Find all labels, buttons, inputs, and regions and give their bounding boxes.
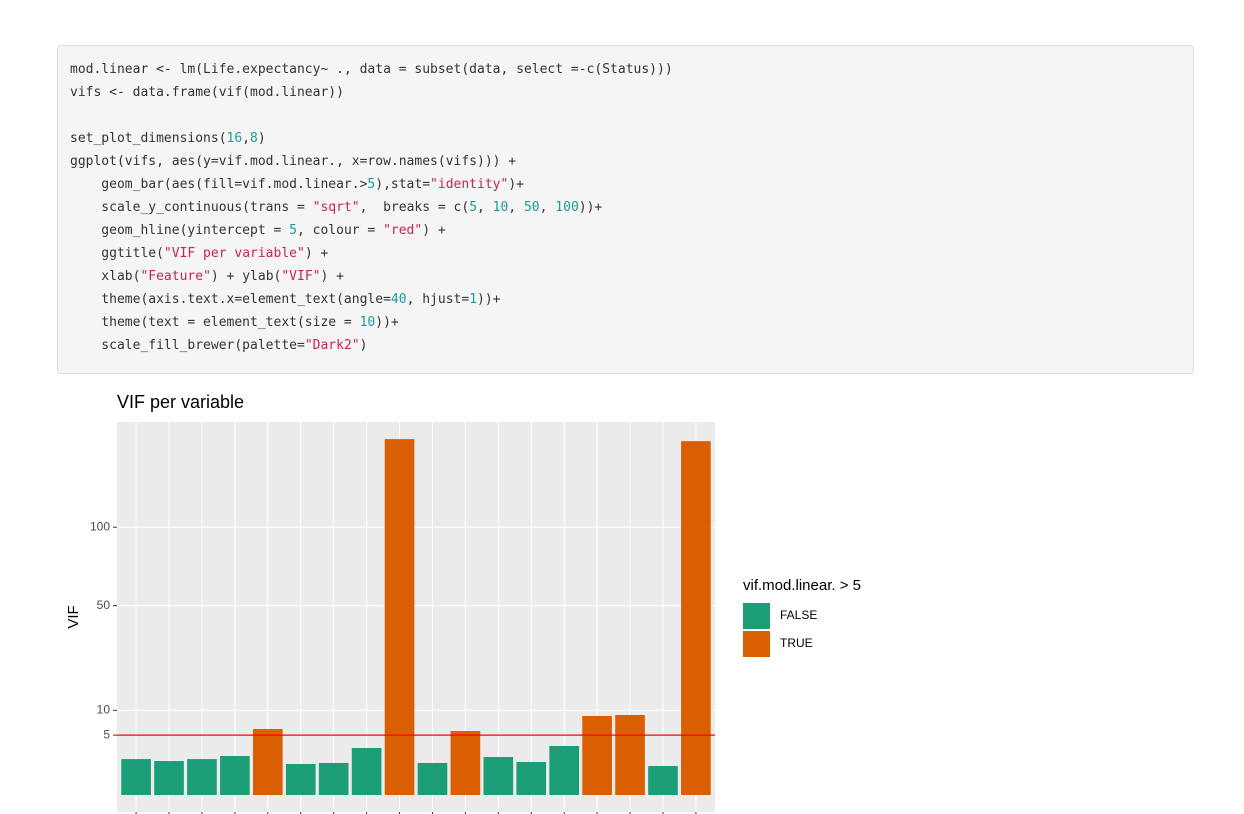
bar bbox=[516, 761, 547, 795]
y-tick-label: 10 bbox=[97, 702, 111, 716]
bar bbox=[681, 441, 711, 795]
y-tick-label: 5 bbox=[103, 727, 110, 741]
y-tick-label: 100 bbox=[90, 519, 110, 533]
code-line: theme(text = element_text(size = 10))+ bbox=[70, 315, 399, 330]
code-cell: mod.linear <- lm(Life.expectancy~ ., dat… bbox=[57, 45, 1194, 374]
bar bbox=[384, 439, 415, 795]
bar bbox=[417, 762, 448, 795]
bar bbox=[648, 766, 678, 795]
y-tick-label: 50 bbox=[97, 598, 111, 612]
legend-key bbox=[743, 603, 770, 629]
bar bbox=[483, 757, 514, 795]
code-line: geom_bar(aes(fill=vif.mod.linear.>5),sta… bbox=[70, 177, 524, 192]
bar bbox=[549, 745, 580, 795]
bar bbox=[318, 762, 349, 795]
y-axis-label: VIF bbox=[65, 605, 82, 628]
bar bbox=[351, 748, 382, 795]
legend-label: FALSE bbox=[780, 608, 817, 622]
code-line: scale_y_continuous(trans = "sqrt", break… bbox=[70, 200, 603, 215]
code-line: set_plot_dimensions(16,8) bbox=[70, 131, 266, 146]
bar bbox=[450, 731, 481, 795]
code-line: mod.linear <- lm(Life.expectancy~ ., dat… bbox=[70, 62, 673, 77]
bar bbox=[187, 759, 217, 795]
bar bbox=[220, 756, 250, 795]
code-line: theme(axis.text.x=element_text(angle=40,… bbox=[70, 292, 501, 307]
bar bbox=[285, 764, 316, 795]
bar bbox=[615, 715, 645, 795]
code-line: ggplot(vifs, aes(y=vif.mod.linear., x=ro… bbox=[70, 154, 517, 169]
legend-title: vif.mod.linear. > 5 bbox=[743, 577, 861, 594]
code-line: ggtitle("VIF per variable") + bbox=[70, 246, 329, 261]
code-line: vifs <- data.frame(vif(mod.linear)) bbox=[70, 85, 344, 100]
code-line: xlab("Feature") + ylab("VIF") + bbox=[70, 269, 344, 284]
bar bbox=[252, 729, 283, 795]
legend-label: TRUE bbox=[780, 636, 813, 650]
bar bbox=[582, 716, 612, 795]
bar bbox=[121, 759, 151, 795]
bar bbox=[154, 761, 184, 795]
code-line: scale_fill_brewer(palette="Dark2") bbox=[70, 338, 368, 353]
code-line: geom_hline(yintercept = 5, colour = "red… bbox=[70, 223, 446, 238]
legend-key bbox=[743, 631, 770, 657]
chart-title: VIF per variable bbox=[117, 392, 244, 412]
